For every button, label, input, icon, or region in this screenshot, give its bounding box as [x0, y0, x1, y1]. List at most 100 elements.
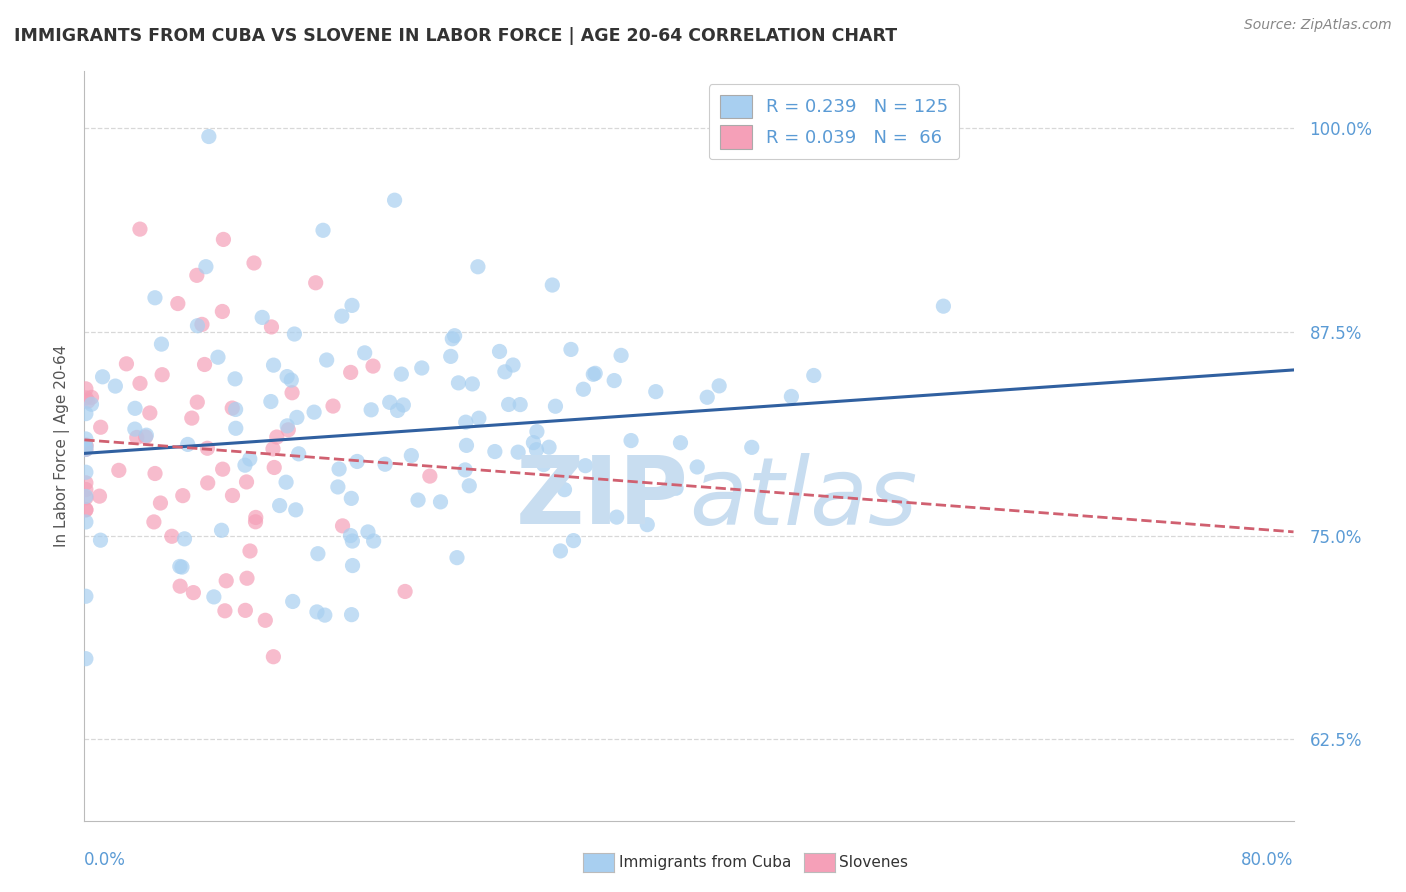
Point [533, 458, 555, 472]
Point [75, 407, 97, 421]
Point [284, 503, 307, 517]
Text: IMMIGRANTS FROM CUBA VS SLOVENE IN LABOR FORCE | AGE 20-64 CORRELATION CHART: IMMIGRANTS FROM CUBA VS SLOVENE IN LABOR… [14, 27, 897, 45]
Point [186, 395, 208, 409]
Point [307, 547, 329, 561]
Point [166, 296, 188, 310]
Point [447, 376, 470, 390]
Point [494, 365, 516, 379]
Point [142, 515, 165, 529]
Point [183, 585, 205, 599]
Point [314, 608, 336, 623]
Point [263, 460, 285, 475]
Point [233, 458, 256, 473]
Point [202, 590, 225, 604]
Point [360, 402, 382, 417]
Point [932, 299, 955, 313]
Text: atlas: atlas [689, 453, 917, 544]
Point [446, 550, 468, 565]
Text: Slovenes: Slovenes [839, 855, 908, 870]
Point [108, 463, 131, 477]
Point [340, 491, 363, 506]
Point [582, 368, 605, 382]
Point [89, 489, 111, 503]
Point [194, 260, 217, 274]
Point [260, 394, 283, 409]
Point [221, 401, 243, 415]
Point [550, 544, 572, 558]
Point [384, 193, 406, 207]
Point [75, 391, 97, 405]
Point [346, 454, 368, 468]
Point [104, 379, 127, 393]
Point [89, 533, 111, 548]
Point [603, 374, 626, 388]
Point [467, 260, 489, 274]
Point [544, 399, 567, 413]
Point [560, 343, 582, 357]
Point [75, 439, 97, 453]
Point [283, 326, 305, 341]
Point [211, 462, 233, 476]
Point [526, 442, 548, 457]
Point [389, 367, 412, 381]
Point [211, 524, 233, 538]
Point [686, 460, 709, 475]
Point [150, 337, 173, 351]
Point [707, 379, 730, 393]
Point [169, 559, 191, 574]
Point [636, 517, 658, 532]
Point [243, 256, 266, 270]
Point [665, 481, 688, 495]
Point [406, 493, 429, 508]
Point [281, 385, 304, 400]
Point [75, 438, 97, 452]
Point [239, 452, 262, 467]
Point [302, 405, 325, 419]
Point [328, 462, 350, 476]
Point [620, 434, 643, 448]
Point [340, 298, 363, 312]
Point [342, 558, 364, 573]
Point [440, 350, 463, 364]
Point [572, 382, 595, 396]
Point [353, 346, 375, 360]
Point [443, 328, 465, 343]
Point [401, 449, 423, 463]
Point [281, 594, 304, 608]
Point [374, 457, 396, 471]
Point [541, 278, 564, 293]
Point [212, 232, 235, 246]
Point [139, 406, 162, 420]
Point [394, 584, 416, 599]
Point [285, 410, 308, 425]
Point [326, 480, 349, 494]
Point [458, 479, 481, 493]
Point [315, 353, 337, 368]
Point [553, 483, 575, 497]
Point [262, 442, 284, 456]
Point [186, 318, 208, 333]
Point [115, 357, 138, 371]
Point [312, 223, 335, 237]
Point [254, 613, 277, 627]
Text: ZIP: ZIP [516, 452, 689, 544]
Point [484, 444, 506, 458]
Point [488, 344, 510, 359]
Point [129, 376, 152, 391]
Point [441, 332, 464, 346]
Point [276, 418, 298, 433]
Point [502, 358, 524, 372]
Point [363, 533, 385, 548]
Point [143, 291, 166, 305]
Point [169, 579, 191, 593]
Point [357, 524, 380, 539]
Point [75, 503, 97, 517]
Point [741, 441, 763, 455]
Point [180, 411, 202, 425]
Point [780, 389, 803, 403]
Point [225, 421, 247, 435]
Point [75, 432, 97, 446]
Point [149, 496, 172, 510]
Point [75, 475, 97, 490]
Point [236, 571, 259, 585]
